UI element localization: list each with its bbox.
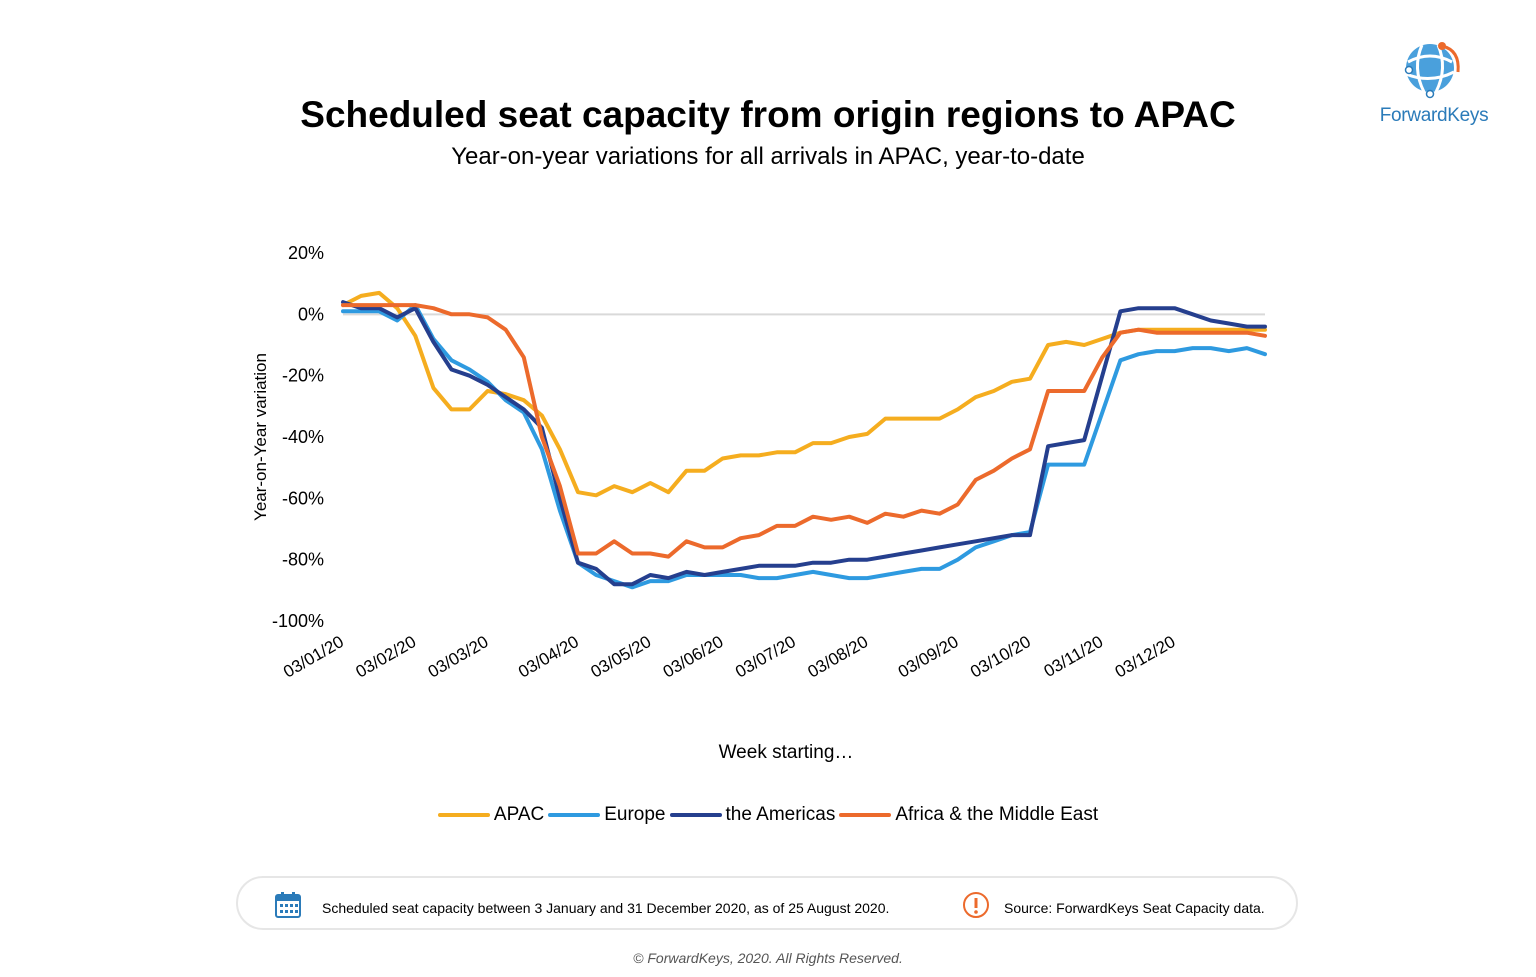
source-note: Source: ForwardKeys Seat Capacity data. — [1004, 900, 1265, 916]
legend-label-apac: APAC — [493, 804, 545, 825]
legend-item-africa-middle-east: Africa & the Middle East — [839, 804, 1098, 826]
legend-item-apac: APAC — [437, 804, 545, 826]
legend-swatch-americas — [669, 813, 722, 817]
chart-legend: APAC Europe the Americas Africa & the Mi… — [0, 804, 1536, 826]
copyright: © ForwardKeys, 2020. All Rights Reserved… — [633, 950, 903, 966]
y-tick-label: -40% — [282, 427, 324, 447]
globe-icon — [1404, 42, 1460, 99]
y-tick-label: 0% — [298, 304, 324, 324]
x-axis-label: Week starting… — [718, 742, 854, 763]
y-tick-label: -60% — [282, 488, 324, 508]
legend-swatch-africa-middle-east — [839, 813, 892, 817]
legend-label-africa-middle-east: Africa & the Middle East — [895, 804, 1099, 825]
calendar-icon — [275, 892, 301, 918]
legend-swatch-apac — [437, 813, 490, 817]
y-tick-label: -100% — [272, 611, 324, 631]
x-tick-label: 03/12/20 — [1112, 632, 1179, 682]
forwardkeys-logo: ForwardKeys — [1378, 40, 1490, 135]
legend-item-americas: the Americas — [669, 804, 836, 826]
exclamation-icon — [963, 892, 989, 918]
x-tick-label: 03/02/20 — [352, 632, 419, 682]
x-tick-label: 03/05/20 — [587, 632, 654, 682]
series-line-africa-the-middle-east — [341, 303, 1267, 559]
y-tick-label: 20% — [288, 243, 324, 263]
legend-swatch-europe — [548, 813, 601, 817]
x-tick-label: 03/04/20 — [515, 632, 582, 682]
chart-subtitle: Year-on-year variations for all arrivals… — [451, 143, 1085, 170]
series-line-apac — [341, 290, 1267, 498]
legend-item-europe: Europe — [548, 804, 666, 826]
data-note: Scheduled seat capacity between 3 Januar… — [322, 900, 890, 916]
y-axis-label: Year-on-Year variation — [251, 353, 270, 521]
x-tick-label: 03/11/20 — [1041, 632, 1107, 681]
y-tick-label: -80% — [282, 550, 324, 570]
series-line-the-americas — [341, 300, 1267, 587]
x-tick-label: 03/09/20 — [895, 632, 962, 682]
legend-label-americas: the Americas — [725, 804, 836, 825]
x-tick-label: 03/01/20 — [280, 632, 347, 682]
footer-notes: Scheduled seat capacity between 3 Januar… — [236, 876, 1298, 930]
chart-title: Scheduled seat capacity from origin regi… — [300, 94, 1236, 135]
x-tick-label: 03/06/20 — [660, 632, 727, 682]
legend-label-europe: Europe — [604, 804, 666, 825]
x-tick-label: 03/08/20 — [804, 632, 871, 682]
y-tick-label: -20% — [282, 366, 324, 386]
x-tick-label: 03/10/20 — [967, 632, 1034, 682]
x-tick-label: 03/07/20 — [732, 632, 799, 682]
logo-text: ForwardKeys — [1379, 105, 1489, 126]
x-tick-label: 03/03/20 — [425, 632, 492, 682]
